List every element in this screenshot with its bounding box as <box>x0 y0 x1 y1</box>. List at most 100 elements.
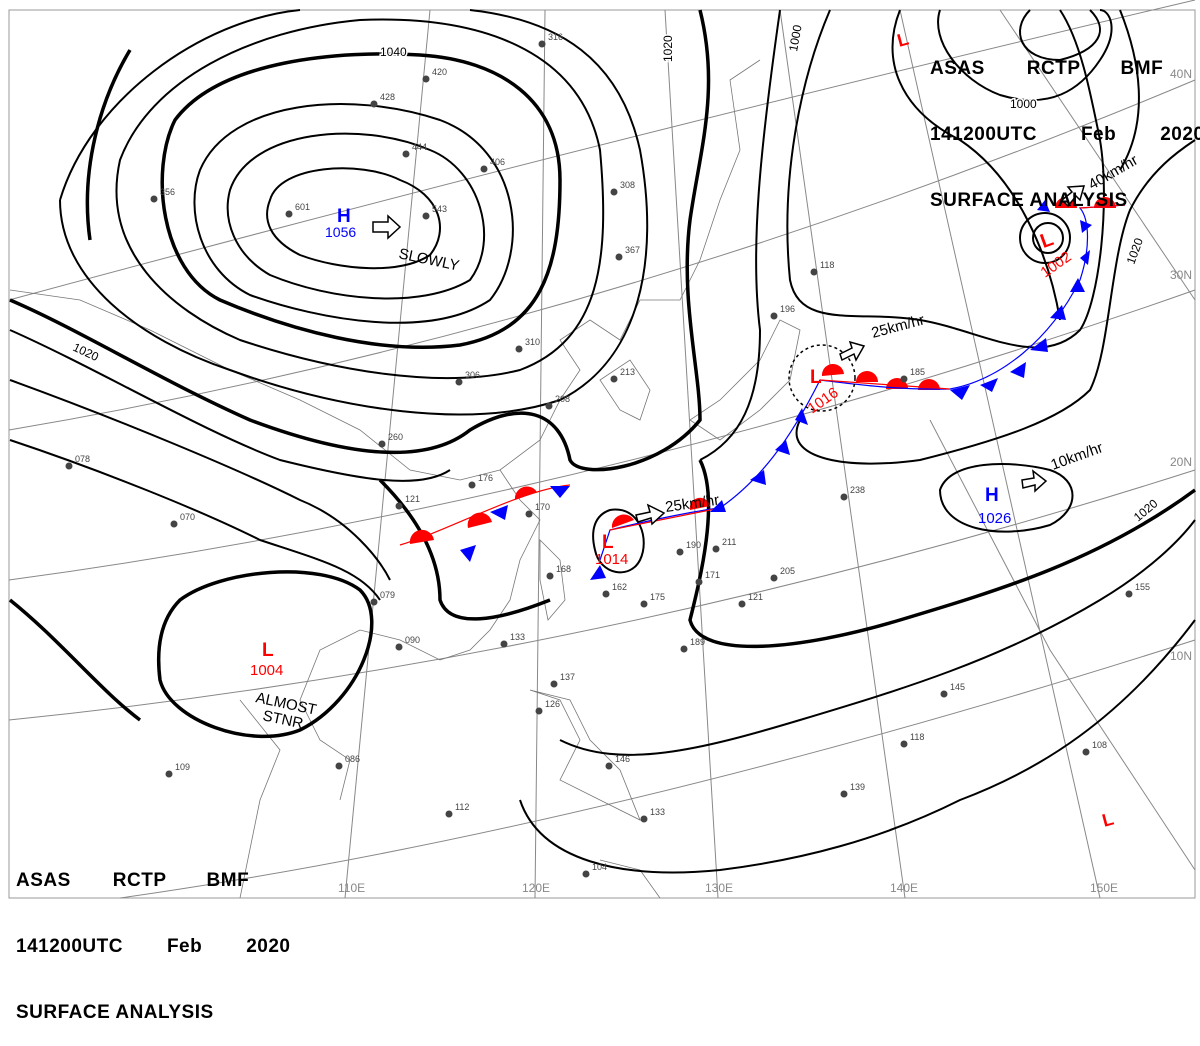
station-pressure: 104 <box>592 862 607 872</box>
station-marker <box>525 510 533 518</box>
header-station: RCTP <box>112 870 167 891</box>
station-pressure: 420 <box>432 67 447 77</box>
header-year: 2020 <box>1160 124 1200 145</box>
station-pressure: 168 <box>556 564 571 574</box>
map-frame <box>8 9 1196 899</box>
station-pressure: 133 <box>650 807 665 817</box>
motion-label: 10km/hr <box>1049 439 1106 474</box>
station-pressure: 090 <box>405 635 420 645</box>
station-marker <box>395 502 403 510</box>
station-marker <box>538 40 546 48</box>
header-center: BMF <box>206 870 250 891</box>
station-marker <box>1082 748 1090 756</box>
arrow-icon <box>1060 185 1086 208</box>
station-marker <box>402 150 410 158</box>
station-marker <box>150 195 158 203</box>
station-marker <box>738 600 746 608</box>
header-code: ASAS <box>16 870 71 891</box>
station-marker <box>695 578 703 586</box>
station-marker <box>712 545 720 553</box>
arrow-icon <box>1021 469 1048 493</box>
station-plots: 316 420 428 444 406 601 543 308 367 356 306 310 260 2… <box>65 32 1150 878</box>
station-pressure: 108 <box>1092 740 1107 750</box>
station-pressure: 444 <box>412 142 427 152</box>
station-pressure: 133 <box>510 632 525 642</box>
station-marker <box>395 643 403 651</box>
station-pressure: 356 <box>160 187 175 197</box>
arrow-icon <box>372 214 402 240</box>
station-marker <box>610 188 618 196</box>
arrow-icon <box>635 503 666 526</box>
station-marker <box>582 870 590 878</box>
station-marker <box>810 268 818 276</box>
isobar-label: 1040 <box>380 45 407 59</box>
station-marker <box>640 600 648 608</box>
station-pressure: 162 <box>612 582 627 592</box>
station-pressure: 238 <box>850 485 865 495</box>
high-pressure-value: 1056 <box>325 224 356 240</box>
header-time: 141200UTC <box>16 936 123 957</box>
station-pressure: 118 <box>910 732 924 742</box>
header-station: RCTP <box>1026 58 1081 79</box>
low-symbol: L <box>895 29 911 51</box>
header-bottom: ASAS RCTP BMF 141200UTC Feb 2020 SURFACE ANA… <box>16 826 291 1046</box>
station-marker <box>445 810 453 818</box>
station-marker <box>545 402 553 410</box>
station-pressure: 175 <box>650 592 665 602</box>
station-marker <box>500 640 508 648</box>
lon-label: 130E <box>705 881 733 895</box>
isobar-label: 1000 <box>1010 97 1037 111</box>
isobar-label: 1020 <box>1124 236 1146 266</box>
station-pressure: 189 <box>690 637 705 647</box>
arrow-icon <box>839 340 866 362</box>
station-marker <box>370 598 378 606</box>
lon-label: 120E <box>522 881 550 895</box>
station-marker <box>610 375 618 383</box>
station-marker <box>605 762 613 770</box>
station-marker <box>165 770 173 778</box>
lat-label: 40N <box>1170 67 1192 81</box>
station-marker <box>840 493 848 501</box>
station-marker <box>676 548 684 556</box>
station-pressure: 406 <box>490 157 505 167</box>
station-pressure: 118 <box>820 260 834 270</box>
station-marker <box>422 75 430 83</box>
station-marker <box>546 572 554 580</box>
station-marker <box>285 210 293 218</box>
station-pressure: 176 <box>478 473 493 483</box>
lon-label: 140E <box>890 881 918 895</box>
station-pressure: 170 <box>535 502 550 512</box>
header-time: 141200UTC <box>930 124 1037 145</box>
isobar-label: 1020 <box>661 35 675 62</box>
station-pressure: 137 <box>560 672 575 682</box>
lat-label: 20N <box>1170 455 1192 469</box>
station-marker <box>550 680 558 688</box>
graticule <box>8 0 1196 899</box>
station-pressure: 112 <box>455 802 469 812</box>
lon-label: 110E <box>338 881 365 895</box>
station-marker <box>840 790 848 798</box>
high-pressure-value: 1026 <box>978 510 1011 527</box>
station-pressure: 260 <box>388 432 403 442</box>
header-month: Feb <box>1080 124 1117 145</box>
header-year: 2020 <box>246 936 291 957</box>
station-marker <box>480 165 488 173</box>
grid-labels: 40N 30N 20N 10N 110E 120E 130E 140E 150E <box>338 67 1192 895</box>
station-marker <box>900 375 908 383</box>
station-pressure: 190 <box>686 540 701 550</box>
coastlines <box>9 59 801 899</box>
station-pressure: 428 <box>380 92 395 102</box>
lat-label: 10N <box>1170 649 1192 663</box>
station-marker <box>455 378 463 386</box>
low-1016-circle <box>788 344 856 412</box>
station-marker <box>422 212 430 220</box>
station-marker <box>900 740 908 748</box>
station-pressure: 078 <box>75 454 90 464</box>
low-symbol: L <box>602 532 614 553</box>
station-pressure: 155 <box>1135 582 1150 592</box>
station-pressure: 146 <box>615 754 630 764</box>
station-pressure: 196 <box>780 304 795 314</box>
motion-label: SLOWLY <box>397 245 461 274</box>
low-symbol: L <box>1100 809 1116 831</box>
station-pressure: 306 <box>465 370 480 380</box>
